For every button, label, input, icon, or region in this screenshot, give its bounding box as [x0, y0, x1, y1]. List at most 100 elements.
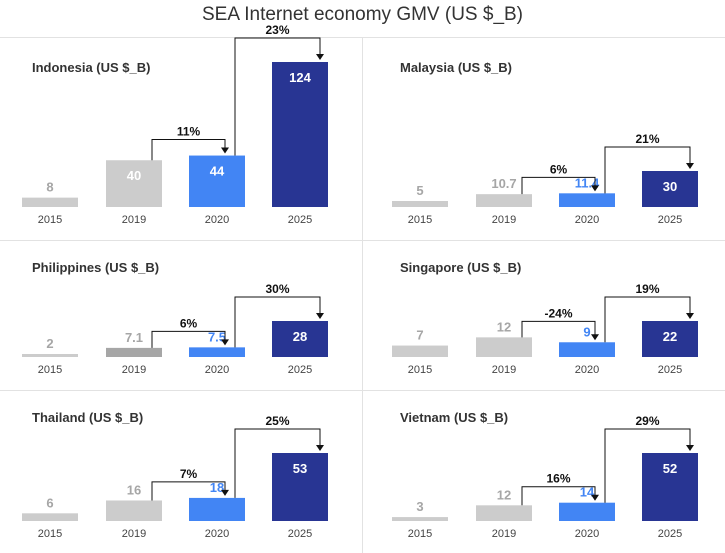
- arrow-icon: [221, 489, 229, 496]
- value-label: 5: [416, 183, 423, 198]
- value-label: 2: [46, 336, 53, 351]
- value-label: 28: [293, 329, 307, 344]
- chart-panel: Malaysia (US $_B) 2015 5 2019 10.7 2020 11.4 20…: [362, 37, 725, 240]
- year-label: 2019: [122, 214, 146, 226]
- bar-2020: [189, 497, 245, 521]
- arrow-icon: [591, 334, 599, 341]
- year-label: 2025: [288, 214, 312, 226]
- arrow-icon: [316, 313, 324, 319]
- growth-label: 30%: [265, 282, 289, 296]
- year-label: 2020: [575, 214, 599, 226]
- year-label: 2019: [492, 528, 516, 540]
- bar-2025: [272, 62, 328, 207]
- arrow-icon: [686, 163, 694, 169]
- value-label: 124: [289, 70, 311, 85]
- value-label: 12: [497, 319, 511, 334]
- bar-2025: [642, 321, 698, 357]
- growth-connector: [604, 146, 691, 194]
- growth-label: 23%: [265, 23, 289, 37]
- value-label: 10.7: [491, 176, 516, 191]
- panel-title: Indonesia (US $_B): [32, 60, 151, 75]
- growth-label: 11%: [177, 125, 201, 139]
- chart-panel: Singapore (US $_B) 2015 7 2019 12 2020 9 2025 22…: [362, 240, 725, 390]
- bar-2015: [392, 345, 448, 357]
- bar-2025: [272, 321, 328, 357]
- bar-2019: [106, 500, 162, 521]
- growth-connector: [234, 428, 321, 498]
- arrow-icon: [591, 494, 599, 501]
- value-label: 40: [127, 168, 141, 183]
- value-label: 22: [663, 329, 677, 344]
- year-label: 2015: [38, 364, 62, 376]
- year-label: 2019: [492, 364, 516, 376]
- growth-connector: [151, 330, 226, 348]
- arrow-icon: [686, 313, 694, 319]
- arrow-icon: [221, 147, 229, 154]
- value-label: 8: [46, 180, 53, 195]
- value-label: 7.1: [125, 330, 143, 345]
- growth-label: 21%: [635, 132, 659, 146]
- value-label: 44: [210, 164, 225, 179]
- value-label: 7.5: [208, 329, 226, 344]
- bar-2015: [392, 517, 448, 521]
- growth-connector: [521, 176, 596, 195]
- growth-connector: [234, 296, 321, 348]
- bar-2025: [272, 453, 328, 521]
- year-label: 2019: [122, 364, 146, 376]
- year-label: 2020: [205, 364, 229, 376]
- panel-title: Malaysia (US $_B): [400, 60, 512, 75]
- bar-2019: [106, 347, 162, 357]
- value-label: 9: [583, 324, 590, 339]
- arrow-icon: [686, 445, 694, 451]
- value-label: 18: [210, 480, 224, 495]
- year-label: 2025: [658, 214, 682, 226]
- growth-label: 7%: [180, 467, 198, 481]
- bar-2019: [106, 160, 162, 207]
- year-label: 2020: [205, 214, 229, 226]
- bar-2025: [642, 453, 698, 521]
- bar-2020: [559, 342, 615, 357]
- panel-title: Singapore (US $_B): [400, 260, 522, 275]
- growth-connector: [234, 37, 321, 156]
- growth-connector: [604, 428, 691, 503]
- value-label: 52: [663, 461, 677, 476]
- year-label: 2015: [38, 528, 62, 540]
- growth-label: 29%: [635, 414, 659, 428]
- bar-2015: [392, 201, 448, 207]
- year-label: 2020: [575, 364, 599, 376]
- year-label: 2015: [408, 214, 432, 226]
- year-label: 2025: [658, 364, 682, 376]
- arrow-icon: [316, 445, 324, 451]
- panel-title: Vietnam (US $_B): [400, 410, 509, 425]
- chart-panel: Philippines (US $_B) 2015 2 2019 7.1 2020 7.5 2…: [0, 240, 362, 390]
- growth-label: 6%: [180, 316, 198, 330]
- value-label: 30: [663, 179, 677, 194]
- growth-label: 25%: [265, 414, 289, 428]
- growth-connector: [604, 296, 691, 343]
- value-label: 12: [497, 487, 511, 502]
- year-label: 2020: [205, 528, 229, 540]
- bar-2025: [642, 171, 698, 207]
- year-label: 2015: [408, 528, 432, 540]
- arrow-icon: [316, 54, 324, 60]
- bar-2020: [189, 155, 245, 207]
- chart-panel: Thailand (US $_B) 2015 6 2019 16 2020 18 2025 53…: [0, 390, 362, 553]
- bar-2019: [476, 505, 532, 521]
- year-label: 2025: [288, 364, 312, 376]
- bar-2020: [189, 347, 245, 357]
- value-label: 3: [416, 499, 423, 514]
- value-label: 6: [46, 495, 53, 510]
- growth-connector: [151, 481, 226, 501]
- panel-title: Thailand (US $_B): [32, 410, 144, 425]
- year-label: 2025: [288, 528, 312, 540]
- value-label: 53: [293, 461, 307, 476]
- chart-panel: Vietnam (US $_B) 2015 3 2019 12 2020 14 2025 52 1…: [362, 390, 725, 553]
- bar-2020: [559, 502, 615, 521]
- arrow-icon: [591, 185, 599, 192]
- bar-2015: [22, 197, 78, 207]
- year-label: 2015: [408, 364, 432, 376]
- year-label: 2019: [122, 528, 146, 540]
- value-label: 14: [580, 485, 595, 500]
